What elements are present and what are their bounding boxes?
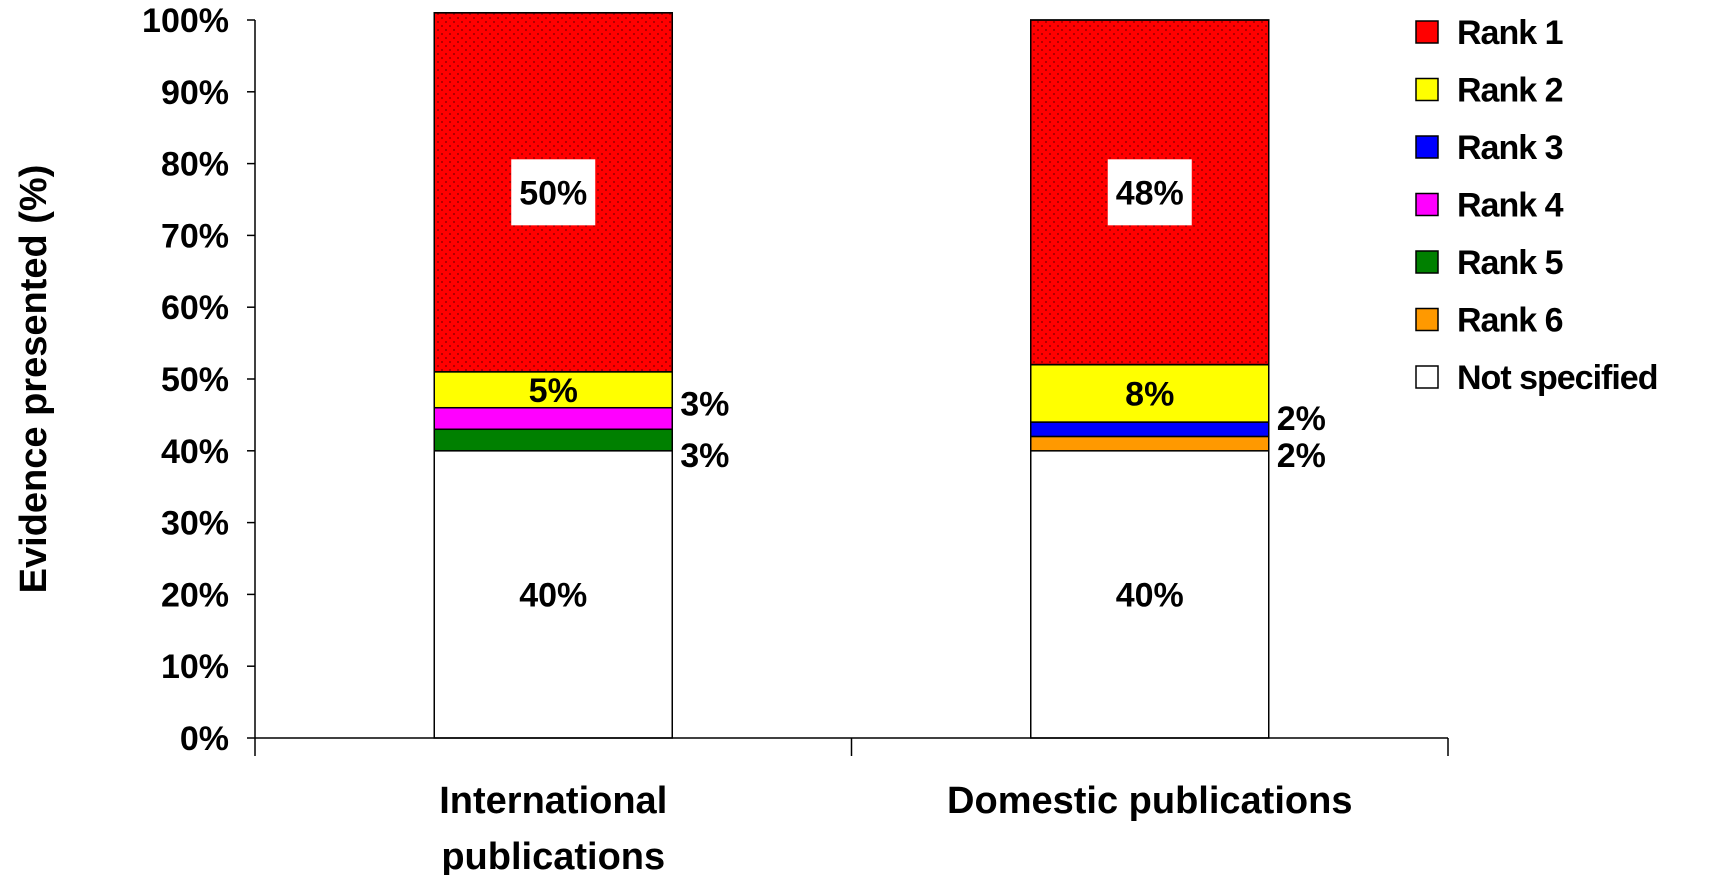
bar-segment-rank-5-0 bbox=[433, 428, 673, 452]
axes-group bbox=[254, 20, 1449, 756]
x-category-label: Domestic publications bbox=[947, 780, 1352, 822]
legend-label-rank-6: Rank 6 bbox=[1457, 302, 1563, 340]
data-label-box bbox=[1107, 159, 1192, 226]
x-axis-labels: International publications Domestic public… bbox=[439, 780, 1352, 875]
legend-label-rank-2: Rank 2 bbox=[1457, 72, 1563, 110]
legend-swatch-rank-4 bbox=[1415, 192, 1439, 217]
y-tick-label: 20% bbox=[161, 576, 229, 614]
y-tick-label: 40% bbox=[161, 433, 229, 471]
bar-segment-rank-2-0 bbox=[433, 371, 673, 409]
data-label-not-specified: 40% bbox=[1116, 576, 1184, 614]
y-tick-label: 50% bbox=[161, 361, 229, 399]
legend: Rank 1 Rank 2 Rank 3 Rank 4 Rank 5 Rank 6 Not … bbox=[1415, 14, 1658, 397]
data-label-rank-1: 48% bbox=[1116, 174, 1184, 212]
data-label-not-specified: 40% bbox=[519, 576, 587, 614]
legend-swatch-rank-5 bbox=[1415, 250, 1439, 274]
y-tick-label: 0% bbox=[180, 720, 229, 758]
bar-segment-rank-3-1 bbox=[1030, 421, 1270, 438]
legend-label-rank-4: Rank 4 bbox=[1457, 187, 1564, 225]
legend-swatch-rank-3 bbox=[1415, 135, 1439, 159]
legend-label-rank-1: Rank 1 bbox=[1457, 14, 1563, 52]
y-tick-label: 90% bbox=[161, 74, 229, 112]
data-labels-group: 40% 3% 3% 5% 50% 40% 2%2% 8% 48% bbox=[511, 159, 1326, 614]
x-category-label: publications bbox=[441, 836, 665, 875]
bar-segment-not-specified-0 bbox=[433, 450, 673, 739]
y-axis-title-group: Evidence presented (%) bbox=[13, 165, 55, 594]
legend-swatch-rank-2 bbox=[1415, 77, 1439, 102]
legend-label-not-specified: Not specified bbox=[1457, 359, 1657, 397]
y-tick-label: 10% bbox=[161, 648, 229, 686]
y-tick-label: 100% bbox=[142, 2, 229, 40]
bar-segment-rank-2-1 bbox=[1030, 363, 1270, 423]
legend-swatch-rank-1 bbox=[1415, 20, 1439, 44]
bar-segment-rank-6-1 bbox=[1030, 435, 1270, 452]
y-tick-label: 80% bbox=[161, 146, 229, 184]
data-label-rank-1: 50% bbox=[519, 174, 587, 212]
y-axis-title: Evidence presented (%) bbox=[13, 165, 55, 594]
legend-swatch-rank-6 bbox=[1415, 307, 1439, 332]
y-tick-label: 30% bbox=[161, 505, 229, 543]
bar-segment-rank-4-0 bbox=[433, 406, 673, 431]
legend-label-rank-5: Rank 5 bbox=[1457, 244, 1563, 282]
data-label-rank-2: 8% bbox=[1125, 375, 1174, 413]
data-label-box bbox=[511, 159, 596, 226]
legend-label-rank-3: Rank 3 bbox=[1457, 129, 1563, 167]
x-category-label: International bbox=[439, 780, 667, 822]
data-label-rank-4: 3% bbox=[680, 386, 729, 424]
y-tick-label: 70% bbox=[161, 217, 229, 255]
data-label-rank-5: 3% bbox=[680, 437, 729, 475]
y-tick-label: 60% bbox=[161, 289, 229, 327]
y-axis-ticks: 0% 10% 20% 30% 40% 50% 60% 70% 80% 90% 100% bbox=[142, 2, 255, 758]
data-label-rank-6: 2% bbox=[1277, 437, 1326, 475]
data-label-rank-3: 2% bbox=[1277, 400, 1326, 438]
data-label-rank-2: 5% bbox=[529, 372, 578, 410]
bar-segment-not-specified-1 bbox=[1030, 450, 1270, 739]
legend-swatch-not-specified bbox=[1415, 365, 1439, 389]
